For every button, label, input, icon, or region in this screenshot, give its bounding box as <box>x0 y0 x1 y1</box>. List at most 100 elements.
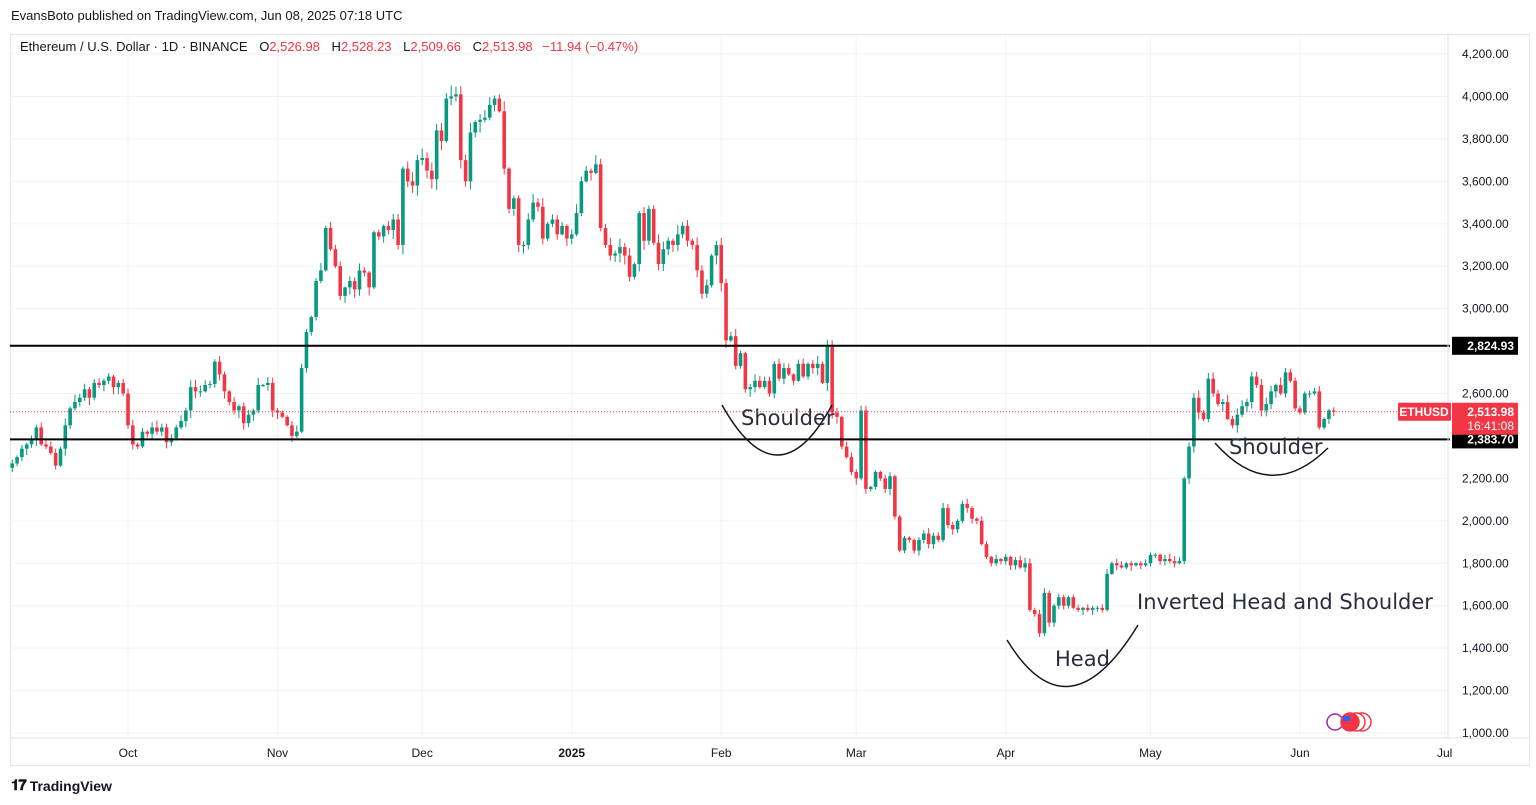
candle[interactable] <box>1216 389 1220 407</box>
candle[interactable] <box>256 377 261 414</box>
candle[interactable] <box>791 373 796 386</box>
candle[interactable] <box>1230 415 1235 429</box>
candle[interactable] <box>743 351 748 393</box>
candle[interactable] <box>1327 408 1331 424</box>
candle[interactable] <box>188 380 193 419</box>
candle[interactable] <box>405 161 410 187</box>
candle[interactable] <box>131 419 135 450</box>
candle[interactable] <box>1047 590 1051 627</box>
candle[interactable] <box>941 502 945 543</box>
candle[interactable] <box>126 388 130 429</box>
candle[interactable] <box>1032 607 1037 617</box>
candle[interactable] <box>1003 553 1008 565</box>
candle[interactable] <box>275 407 280 419</box>
candle[interactable] <box>825 339 830 392</box>
candle[interactable] <box>786 363 791 377</box>
candle[interactable] <box>921 530 926 544</box>
candle[interactable] <box>1114 558 1119 571</box>
candle[interactable] <box>261 383 265 388</box>
candle[interactable] <box>661 241 666 272</box>
candle[interactable] <box>1071 594 1076 610</box>
candle[interactable] <box>994 554 998 566</box>
tradingview-logo[interactable]: 𝟏𝟕 TradingView <box>11 777 112 794</box>
candle[interactable] <box>1110 561 1114 575</box>
candle[interactable] <box>931 532 936 549</box>
candle[interactable] <box>1134 562 1138 567</box>
candle[interactable] <box>516 195 521 253</box>
candle[interactable] <box>1158 553 1162 565</box>
candle[interactable] <box>965 498 970 513</box>
candle[interactable] <box>232 397 236 415</box>
candle[interactable] <box>1008 555 1013 571</box>
candle[interactable] <box>415 154 420 196</box>
candle[interactable] <box>738 350 743 369</box>
candle[interactable] <box>758 376 762 389</box>
candle[interactable] <box>1100 604 1105 613</box>
candle[interactable] <box>357 263 362 296</box>
candle[interactable] <box>1143 559 1148 567</box>
candle[interactable] <box>1081 606 1085 615</box>
candle[interactable] <box>700 265 704 299</box>
candle[interactable] <box>222 371 227 399</box>
candle[interactable] <box>217 355 222 381</box>
candle[interactable] <box>536 198 540 212</box>
candle[interactable] <box>772 361 777 399</box>
candle[interactable] <box>690 238 695 250</box>
candle[interactable] <box>521 241 526 254</box>
candle[interactable] <box>512 195 516 216</box>
candle[interactable] <box>213 359 217 388</box>
candle[interactable] <box>883 474 888 493</box>
candle[interactable] <box>1269 385 1273 410</box>
candle[interactable] <box>483 110 487 123</box>
candle[interactable] <box>468 122 473 190</box>
candle[interactable] <box>806 362 810 380</box>
candle[interactable] <box>695 237 699 278</box>
candle[interactable] <box>68 406 72 430</box>
candle[interactable] <box>704 279 709 298</box>
candle[interactable] <box>478 114 482 133</box>
candle[interactable] <box>1139 561 1143 570</box>
candle[interactable] <box>979 516 984 546</box>
candle[interactable] <box>917 537 921 556</box>
candle[interactable] <box>936 532 941 543</box>
candle[interactable] <box>314 278 318 321</box>
candle[interactable] <box>1192 392 1196 453</box>
candle[interactable] <box>859 405 863 481</box>
candle[interactable] <box>1172 556 1177 568</box>
candle[interactable] <box>280 410 285 419</box>
candle[interactable] <box>241 402 246 430</box>
candle[interactable] <box>1028 558 1032 612</box>
candle[interactable] <box>92 378 97 401</box>
candle[interactable] <box>647 205 651 245</box>
candle[interactable] <box>1085 604 1090 612</box>
candle[interactable] <box>348 276 352 295</box>
candle[interactable] <box>1245 398 1249 412</box>
candle[interactable] <box>1240 400 1244 418</box>
candle[interactable] <box>960 500 965 524</box>
candle[interactable] <box>550 214 555 227</box>
candle[interactable] <box>1293 377 1297 412</box>
candle[interactable] <box>1105 569 1109 612</box>
candle[interactable] <box>73 394 77 411</box>
candle[interactable] <box>1322 417 1326 430</box>
candle[interactable] <box>1167 553 1172 564</box>
candle[interactable] <box>121 378 125 397</box>
candle[interactable] <box>618 238 622 263</box>
candle[interactable] <box>1037 609 1042 637</box>
candle[interactable] <box>299 363 304 434</box>
candle[interactable] <box>434 123 439 190</box>
candle[interactable] <box>492 95 497 112</box>
candle[interactable] <box>1095 605 1100 612</box>
candle[interactable] <box>140 427 145 449</box>
candle[interactable] <box>150 422 154 439</box>
candle[interactable] <box>907 536 912 543</box>
candle[interactable] <box>777 358 781 382</box>
candle[interactable] <box>1148 552 1153 567</box>
candle[interactable] <box>1119 561 1124 569</box>
candle[interactable] <box>844 441 849 459</box>
candle[interactable] <box>328 221 333 251</box>
candle[interactable] <box>338 261 343 301</box>
candle[interactable] <box>1023 557 1027 573</box>
candle[interactable] <box>873 470 878 490</box>
